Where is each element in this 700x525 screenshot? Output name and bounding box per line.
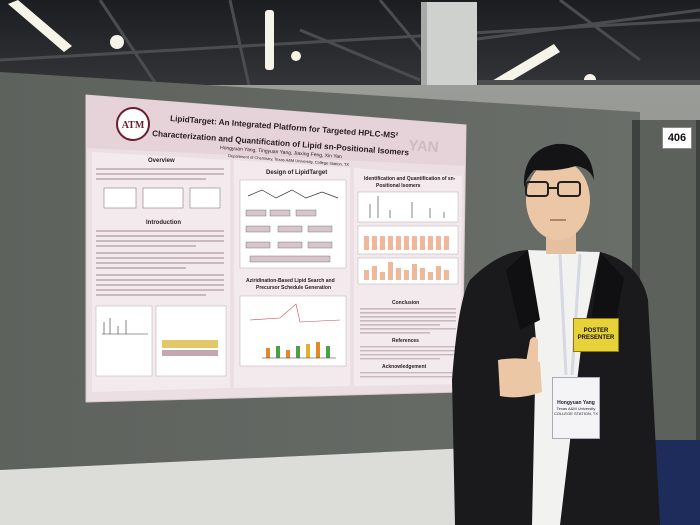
section-identification-2: Positional Isomers [376, 183, 421, 189]
booth-number: 406 [662, 127, 692, 149]
figure-ms-spectra [357, 191, 459, 223]
figure-lipid-search [239, 295, 347, 367]
poster: ATM LipidTarget: An Integrated Platform … [85, 94, 467, 403]
figure-spectra [95, 305, 153, 377]
nametag-org: Texas A&M University [556, 406, 596, 411]
section-aziridination: Aziridination-Based Lipid Search and [246, 278, 335, 284]
nametag-name: Hongyuan Yang [557, 400, 595, 406]
name-badge: Hongyuan Yang Texas A&M University COLLE… [552, 377, 600, 439]
section-acknowledgement: Acknowledgement [382, 364, 427, 370]
section-aziridination-2: Precursor Schedule Generation [256, 285, 331, 291]
ribbon-line-1: POSTER [583, 328, 609, 334]
section-conclusion: Conclusion [392, 300, 419, 306]
figure-design-workflow [239, 179, 347, 269]
section-overview: Overview [148, 158, 175, 164]
section-identification: Identification and Quantification of sn- [364, 176, 456, 182]
nametag-location: COLLEGE STATION, TX [553, 411, 598, 416]
section-references: References [392, 338, 419, 344]
bar-chart-lipid [262, 342, 336, 359]
conclusion-text [360, 308, 456, 334]
logo-text: ATM [122, 120, 145, 131]
overview-icons [103, 187, 221, 209]
lab-logo: YAN [408, 137, 439, 156]
introduction-text [96, 230, 224, 296]
section-design: Design of LipidTarget [266, 170, 327, 176]
poster-presenter-ribbon: POSTER PRESENTER [573, 318, 619, 352]
ribbon-line-2: PRESENTER [577, 335, 615, 341]
section-introduction: Introduction [146, 220, 181, 226]
university-logo [116, 107, 150, 141]
